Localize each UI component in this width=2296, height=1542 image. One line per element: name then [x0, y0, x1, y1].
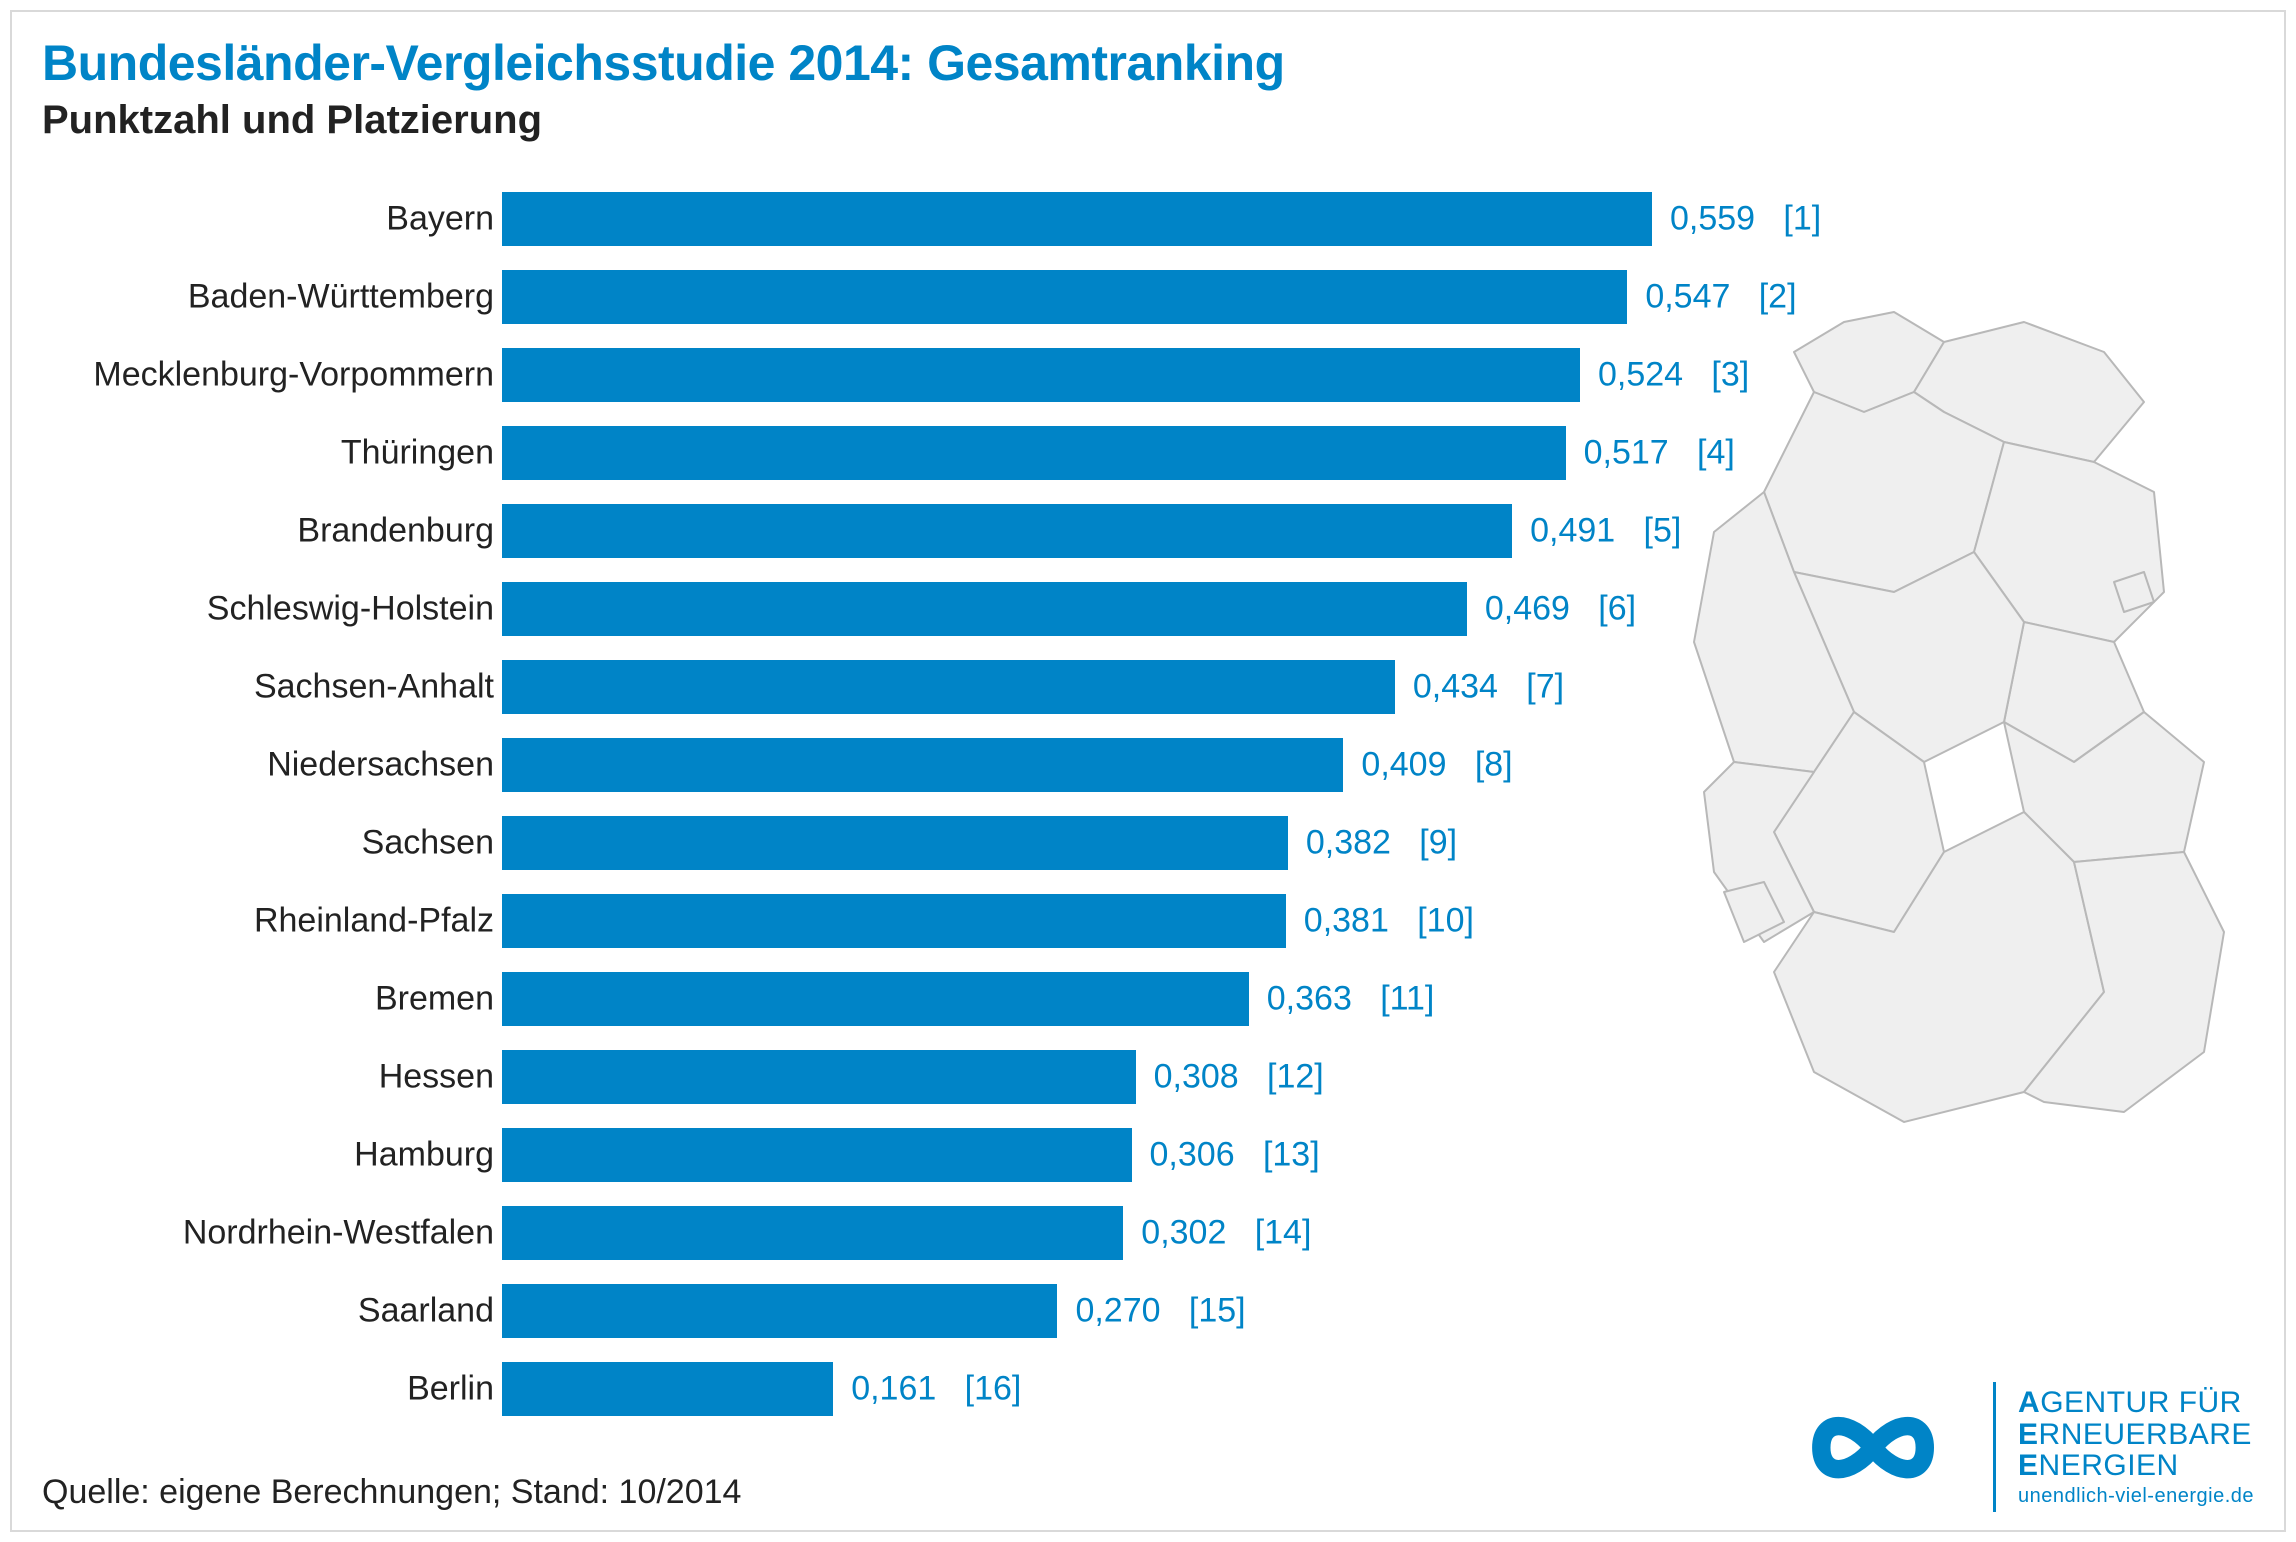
chart-row: Bremen 0,363 [11] [42, 972, 1702, 1026]
bar [502, 582, 1467, 636]
chart-row: Mecklenburg-Vorpommern0,524 [3] [42, 348, 1702, 402]
category-label: Mecklenburg-Vorpommern [93, 356, 494, 395]
bar [502, 1128, 1132, 1182]
bar [502, 1362, 833, 1416]
chart-row: Hessen 0,308 [12] [42, 1050, 1702, 1104]
bar [502, 972, 1249, 1026]
category-label: Sachsen-Anhalt [254, 668, 494, 707]
category-label: Nordrhein-Westfalen [183, 1214, 494, 1253]
category-label: Sachsen [362, 824, 494, 863]
bar [502, 504, 1512, 558]
bar [502, 1050, 1136, 1104]
value-label: 0,270 [15] [1075, 1292, 1245, 1331]
chart-frame: Bundesländer-Vergleichsstudie 2014: Gesa… [10, 10, 2286, 1532]
agency-logo: AGENTUR FÜR ERNEUERBARE ENERGIEN unendli… [1773, 1382, 2254, 1512]
bar [502, 894, 1286, 948]
category-label: Hessen [379, 1058, 494, 1097]
category-label: Schleswig-Holstein [207, 590, 494, 629]
chart-row: Baden-Württemberg0,547 [2] [42, 270, 1702, 324]
bar [502, 192, 1652, 246]
chart-row: Thüringen0,517 [4] [42, 426, 1702, 480]
category-label: Brandenburg [297, 512, 494, 551]
category-label: Baden-Württemberg [188, 278, 494, 317]
value-label: 0,302 [14] [1141, 1214, 1311, 1253]
chart-row: Schleswig-Holstein 0,469 [6] [42, 582, 1702, 636]
value-label: 0,308 [12] [1154, 1058, 1324, 1097]
chart-row: Berlin 0,161 [16] [42, 1362, 1702, 1416]
chart-row: Niedersachsen 0,409 [8] [42, 738, 1702, 792]
chart-row: Sachsen 0,382 [9] [42, 816, 1702, 870]
value-label: 0,409 [8] [1361, 746, 1512, 785]
logo-text: AGENTUR FÜR ERNEUERBARE ENERGIEN unendli… [2018, 1387, 2254, 1507]
bar [502, 1284, 1057, 1338]
category-label: Rheinland-Pfalz [254, 902, 494, 941]
value-label: 0,559 [1] [1670, 200, 1821, 239]
value-label: 0,161 [16] [851, 1370, 1021, 1409]
chart-row: Rheinland-Pfalz 0,381 [10] [42, 894, 1702, 948]
bar [502, 738, 1343, 792]
category-label: Bayern [386, 200, 494, 239]
category-label: Bremen [375, 980, 494, 1019]
chart-row: Sachsen-Anhalt 0,434 [7] [42, 660, 1702, 714]
value-label: 0,381 [10] [1304, 902, 1474, 941]
value-label: 0,469 [6] [1485, 590, 1636, 629]
value-label: 0,382 [9] [1306, 824, 1457, 863]
logo-separator [1993, 1382, 1996, 1512]
chart-row: Saarland 0,270 [15] [42, 1284, 1702, 1338]
logo-url: unendlich-viel-energie.de [2018, 1486, 2254, 1507]
category-label: Niedersachsen [267, 746, 494, 785]
germany-map [1644, 292, 2264, 1152]
source-note: Quelle: eigene Berechnungen; Stand: 10/2… [42, 1473, 741, 1512]
category-label: Saarland [358, 1292, 494, 1331]
value-label: 0,363 [11] [1267, 980, 1435, 1019]
category-label: Thüringen [341, 434, 494, 473]
value-label: 0,306 [13] [1150, 1136, 1320, 1175]
ranking-bar-chart: Bayern0,559 [1] Baden-Württemberg0,547 [2… [42, 192, 1702, 1442]
chart-row: Brandenburg0,491 [5] [42, 504, 1702, 558]
chart-row: Bayern0,559 [1] [42, 192, 1702, 246]
category-label: Berlin [407, 1370, 494, 1409]
chart-row: Hamburg 0,306 [13] [42, 1128, 1702, 1182]
bar [502, 1206, 1123, 1260]
page-subtitle: Punktzahl und Platzierung [42, 98, 542, 143]
bar [502, 660, 1395, 714]
bar [502, 426, 1566, 480]
value-label: 0,434 [7] [1413, 668, 1564, 707]
category-label: Hamburg [354, 1136, 494, 1175]
infinity-icon [1773, 1397, 1963, 1497]
bar [502, 816, 1288, 870]
chart-row: Nordrhein-Westfalen 0,302 [14] [42, 1206, 1702, 1260]
bar [502, 270, 1627, 324]
page-title: Bundesländer-Vergleichsstudie 2014: Gesa… [42, 34, 1285, 92]
bar [502, 348, 1580, 402]
